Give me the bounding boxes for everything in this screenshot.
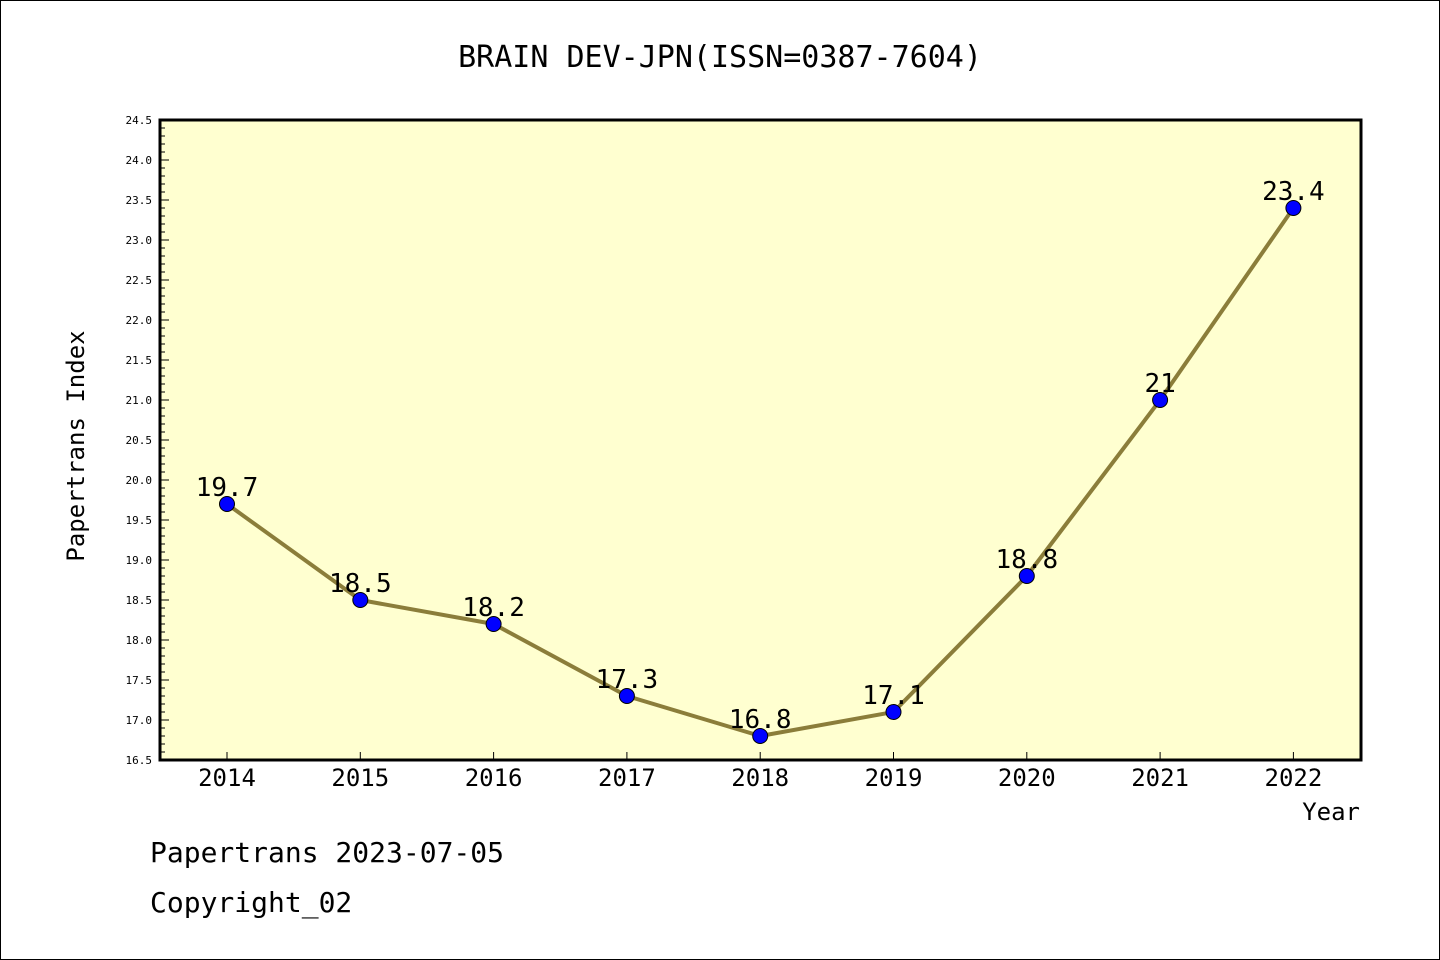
- data-label: 17.3: [596, 665, 659, 695]
- y-tick-label: 19.5: [126, 514, 153, 527]
- y-tick-label: 20.5: [126, 434, 153, 447]
- y-tick-label: 18.0: [126, 634, 153, 647]
- data-label: 18.5: [329, 569, 392, 599]
- y-axis-label: Papertrans Index: [62, 330, 90, 561]
- x-tick-label: 2022: [1265, 764, 1323, 792]
- x-tick-label: 2020: [998, 764, 1056, 792]
- data-label: 23.4: [1262, 177, 1325, 207]
- x-tick-label: 2017: [598, 764, 656, 792]
- data-label: 18.8: [995, 545, 1058, 575]
- data-point: [885, 704, 902, 720]
- y-tick-label: 22.5: [126, 274, 153, 287]
- x-tick-label: 2014: [198, 764, 256, 792]
- plot-area: [158, 118, 1363, 762]
- y-axis: 16.5 17.0 17.5 18.0 18.5 19.0 19.5 20.0 20.5 21.0…: [126, 114, 169, 767]
- data-point: [1152, 392, 1169, 408]
- y-tick-label: 17.5: [126, 674, 153, 687]
- x-tick-label: 2019: [865, 764, 923, 792]
- x-tick-label: 2016: [465, 764, 523, 792]
- y-tick-label: 21.5: [126, 354, 153, 367]
- data-point: [618, 688, 635, 704]
- x-axis-label: Year: [1302, 798, 1360, 826]
- y-tick-label: 23.5: [126, 194, 153, 207]
- y-tick-label: 19.0: [126, 554, 153, 567]
- data-point: [1018, 568, 1035, 584]
- data-series: 19.7 18.5 18.2 17.3 16.8 17.1 18.8 21 23.4: [196, 177, 1325, 744]
- data-label: 18.2: [462, 593, 525, 623]
- y-tick-label: 24.0: [126, 154, 153, 167]
- data-label: 17.1: [862, 681, 925, 711]
- y-tick-label: 21.0: [126, 394, 153, 407]
- y-tick-label: 23.0: [126, 234, 153, 247]
- data-point: [1285, 200, 1302, 216]
- source-note: Papertrans 2023-07-05: [150, 836, 505, 869]
- data-label: 16.8: [729, 705, 792, 735]
- x-tick-label: 2021: [1131, 764, 1189, 792]
- y-tick-label: 22.0: [126, 314, 153, 327]
- data-point: [485, 616, 502, 632]
- chart-title: BRAIN DEV-JPN(ISSN=0387-7604): [458, 40, 982, 75]
- data-point: [352, 592, 369, 608]
- y-tick-label: 18.5: [126, 594, 153, 607]
- y-tick-label: 24.5: [126, 114, 153, 127]
- y-tick-label: 17.0: [126, 714, 153, 727]
- x-tick-label: 2018: [731, 764, 789, 792]
- copyright-note: Copyright_02: [150, 886, 353, 919]
- data-point: [752, 728, 769, 744]
- y-tick-label: 20.0: [126, 474, 153, 487]
- data-point: [219, 496, 235, 512]
- data-label: 21: [1144, 369, 1175, 399]
- x-axis: 2014 2015 2016 2017 2018 2019 2020 2021 2022: [198, 752, 1322, 792]
- y-tick-label: 16.5: [126, 754, 153, 767]
- x-tick-label: 2015: [331, 764, 389, 792]
- data-label: 19.7: [196, 473, 259, 503]
